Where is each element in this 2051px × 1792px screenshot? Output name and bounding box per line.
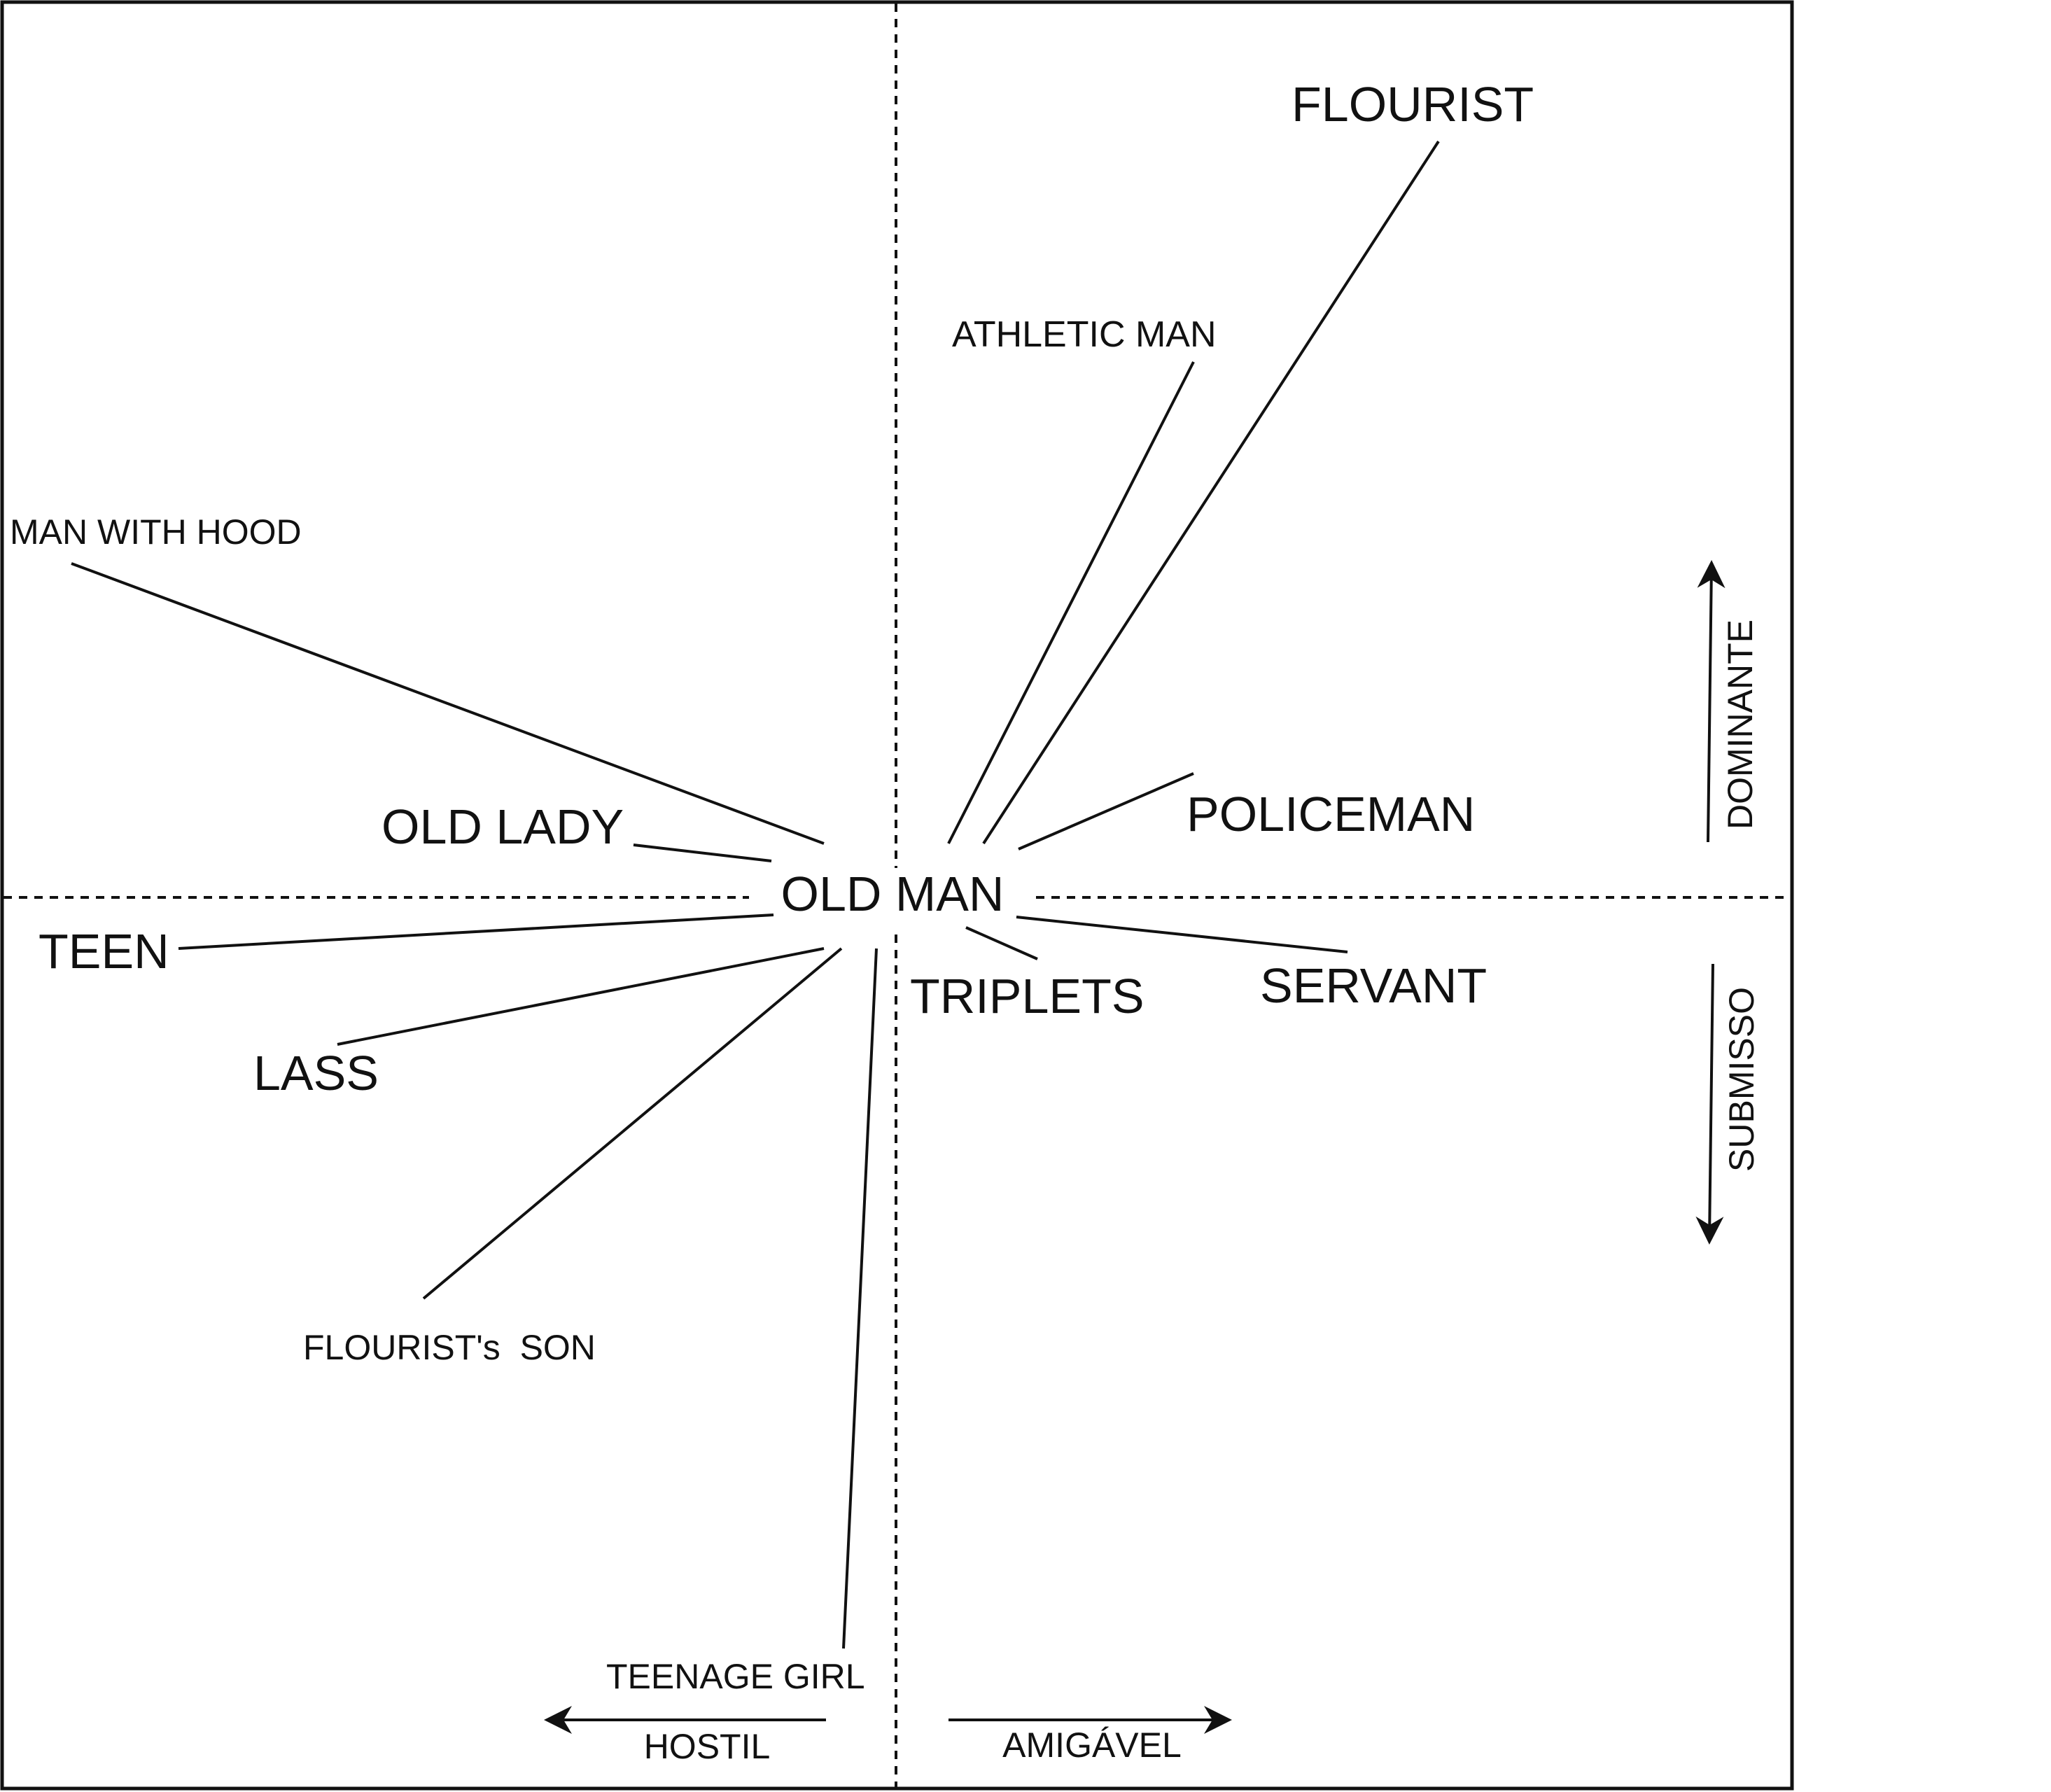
arrow-down-icon [1709,964,1713,1239]
connector-lass [337,948,824,1044]
connector-flourists-son [424,948,841,1298]
label-man-with-hood: MAN WITH HOOD [10,512,302,552]
label-old-lady: OLD LADY [382,799,624,854]
connector-teenage-girl [844,948,876,1648]
axis-label-amigavel: AMIGÁVEL [1002,1726,1182,1765]
axis-label-hostil: HOSTIL [644,1727,771,1766]
connector-policeman [1018,774,1194,849]
axis-label-dominante: DOMINANTE [1721,620,1760,830]
connector-flourist [983,141,1438,844]
label-triplets: TRIPLETS [910,969,1144,1023]
label-athletic-man: ATHLETIC MAN [952,314,1217,355]
connector-triplets [966,927,1037,959]
axis-label-submisso: SUBMISSO [1722,987,1761,1172]
label-teenage-girl: TEENAGE GIRL [606,1657,865,1696]
connector-teen [178,915,774,948]
center-label: OLD MAN [781,867,1004,921]
connector-servant [1016,917,1348,952]
label-lass: LASS [253,1046,379,1100]
arrow-up-icon [1708,566,1712,842]
label-servant: SERVANT [1260,958,1487,1013]
connector-athletic-man [948,362,1194,844]
label-policeman: POLICEMAN [1186,787,1475,841]
label-teen: TEEN [38,924,169,979]
connector-old-lady [634,845,771,861]
label-flourist: FLOURIST [1292,77,1534,132]
label-flourists-son: FLOURIST's SON [303,1328,596,1367]
